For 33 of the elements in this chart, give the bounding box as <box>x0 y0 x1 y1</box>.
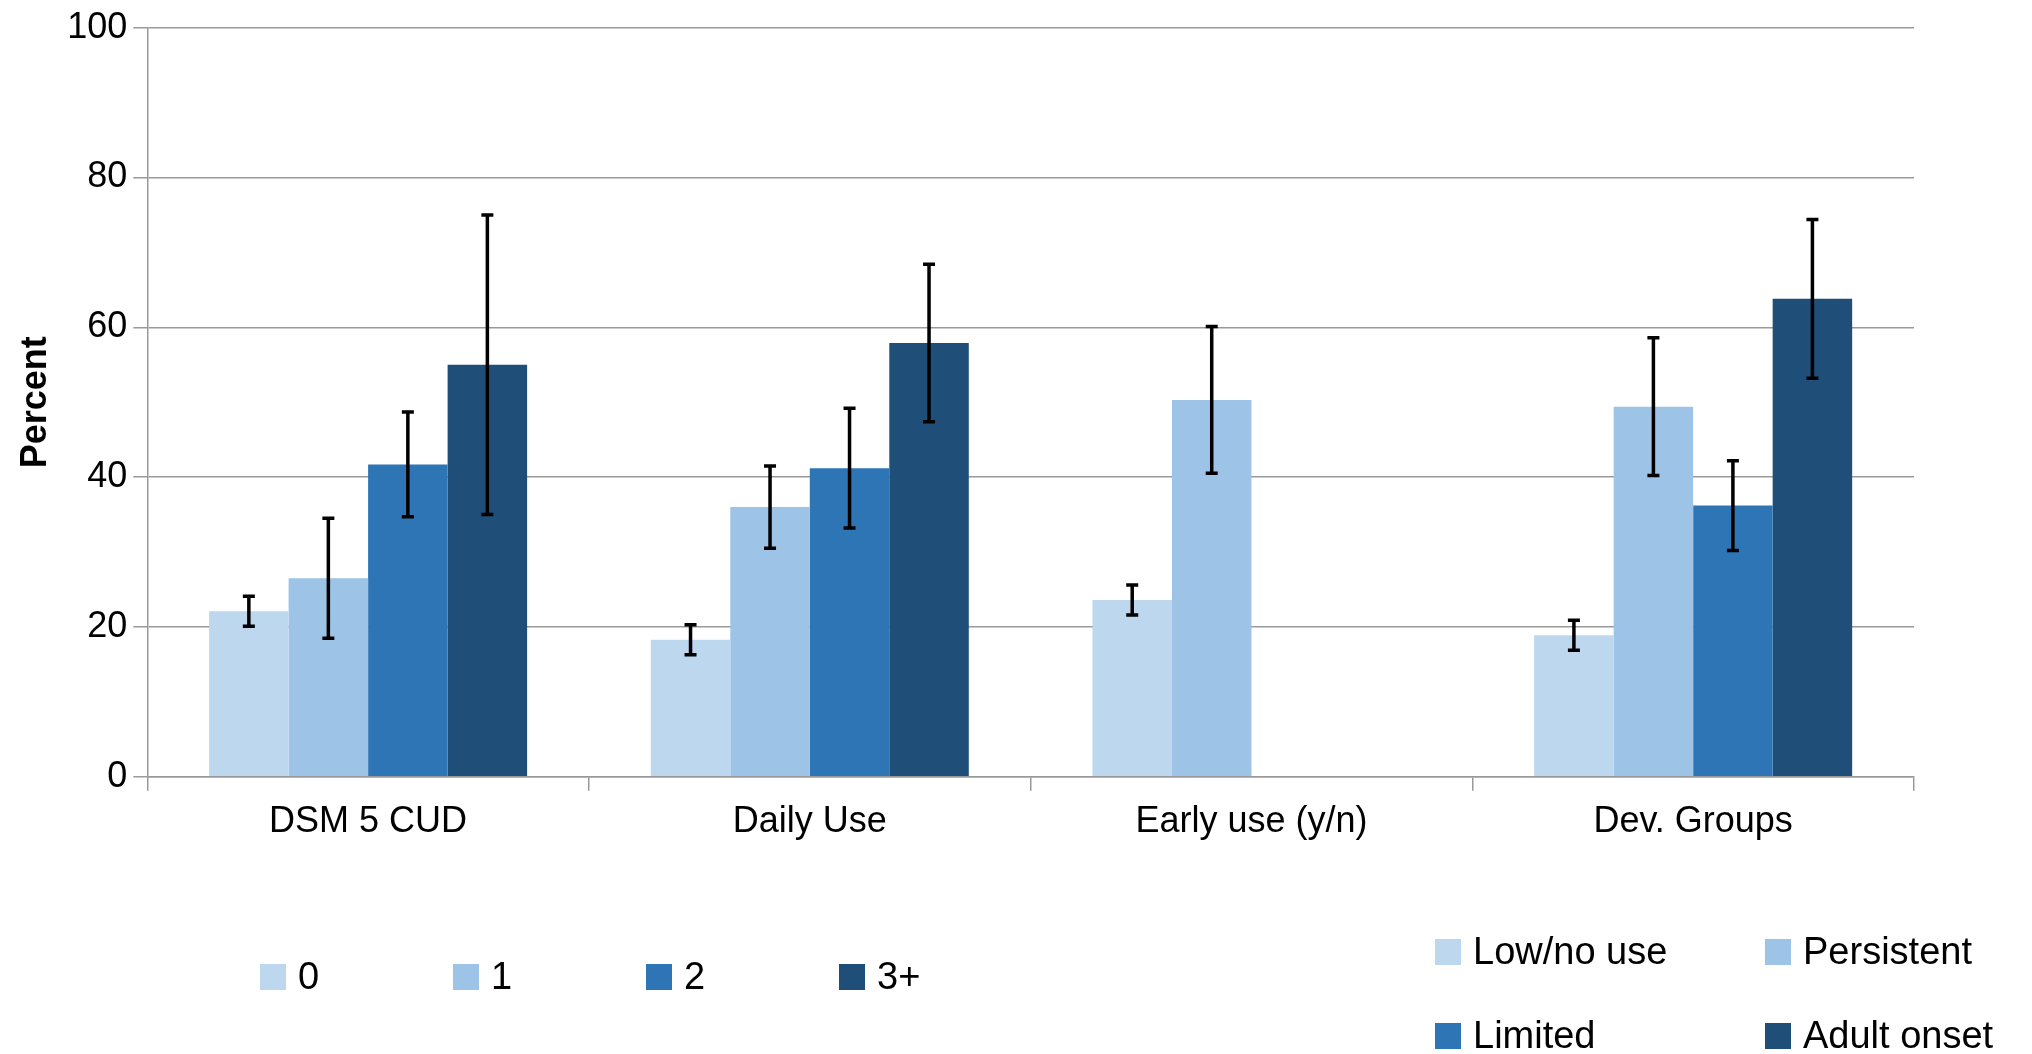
x-tick-label: DSM 5 CUD <box>269 799 468 841</box>
bar <box>730 507 810 777</box>
y-tick-label: 20 <box>87 603 128 645</box>
text: Adult onset <box>1803 1014 1994 1054</box>
bar <box>209 611 289 777</box>
y-tick-label: 0 <box>107 753 128 795</box>
y-tick-label: 80 <box>87 154 128 196</box>
bar <box>1613 406 1694 777</box>
legend-label: 2 <box>684 955 706 998</box>
legend-label: 3+ <box>877 955 921 998</box>
bar <box>1693 505 1773 777</box>
x-tick-label: Early use (y/n) <box>1135 799 1368 841</box>
bar <box>889 343 969 777</box>
bar <box>809 468 890 777</box>
x-tick-label: Dev. Groups <box>1593 799 1793 841</box>
text: Low/no use <box>1473 930 1668 973</box>
bar <box>1534 635 1614 777</box>
legend-label: 0 <box>298 955 320 998</box>
y-tick-label: 60 <box>87 304 128 346</box>
text: Persistent <box>1803 930 1972 973</box>
bar <box>368 464 448 777</box>
legend-label: 1 <box>491 955 513 998</box>
y-axis-title: Percent <box>12 336 54 469</box>
bar <box>447 364 528 777</box>
bar <box>650 639 731 777</box>
y-tick-label: 100 <box>67 4 128 46</box>
x-tick-label: Daily Use <box>732 799 887 841</box>
text: Limited <box>1473 1014 1596 1054</box>
y-tick-label: 40 <box>87 454 128 496</box>
bar <box>1171 399 1252 777</box>
bar <box>1772 298 1853 777</box>
bar <box>1092 599 1172 777</box>
bar <box>288 578 369 777</box>
